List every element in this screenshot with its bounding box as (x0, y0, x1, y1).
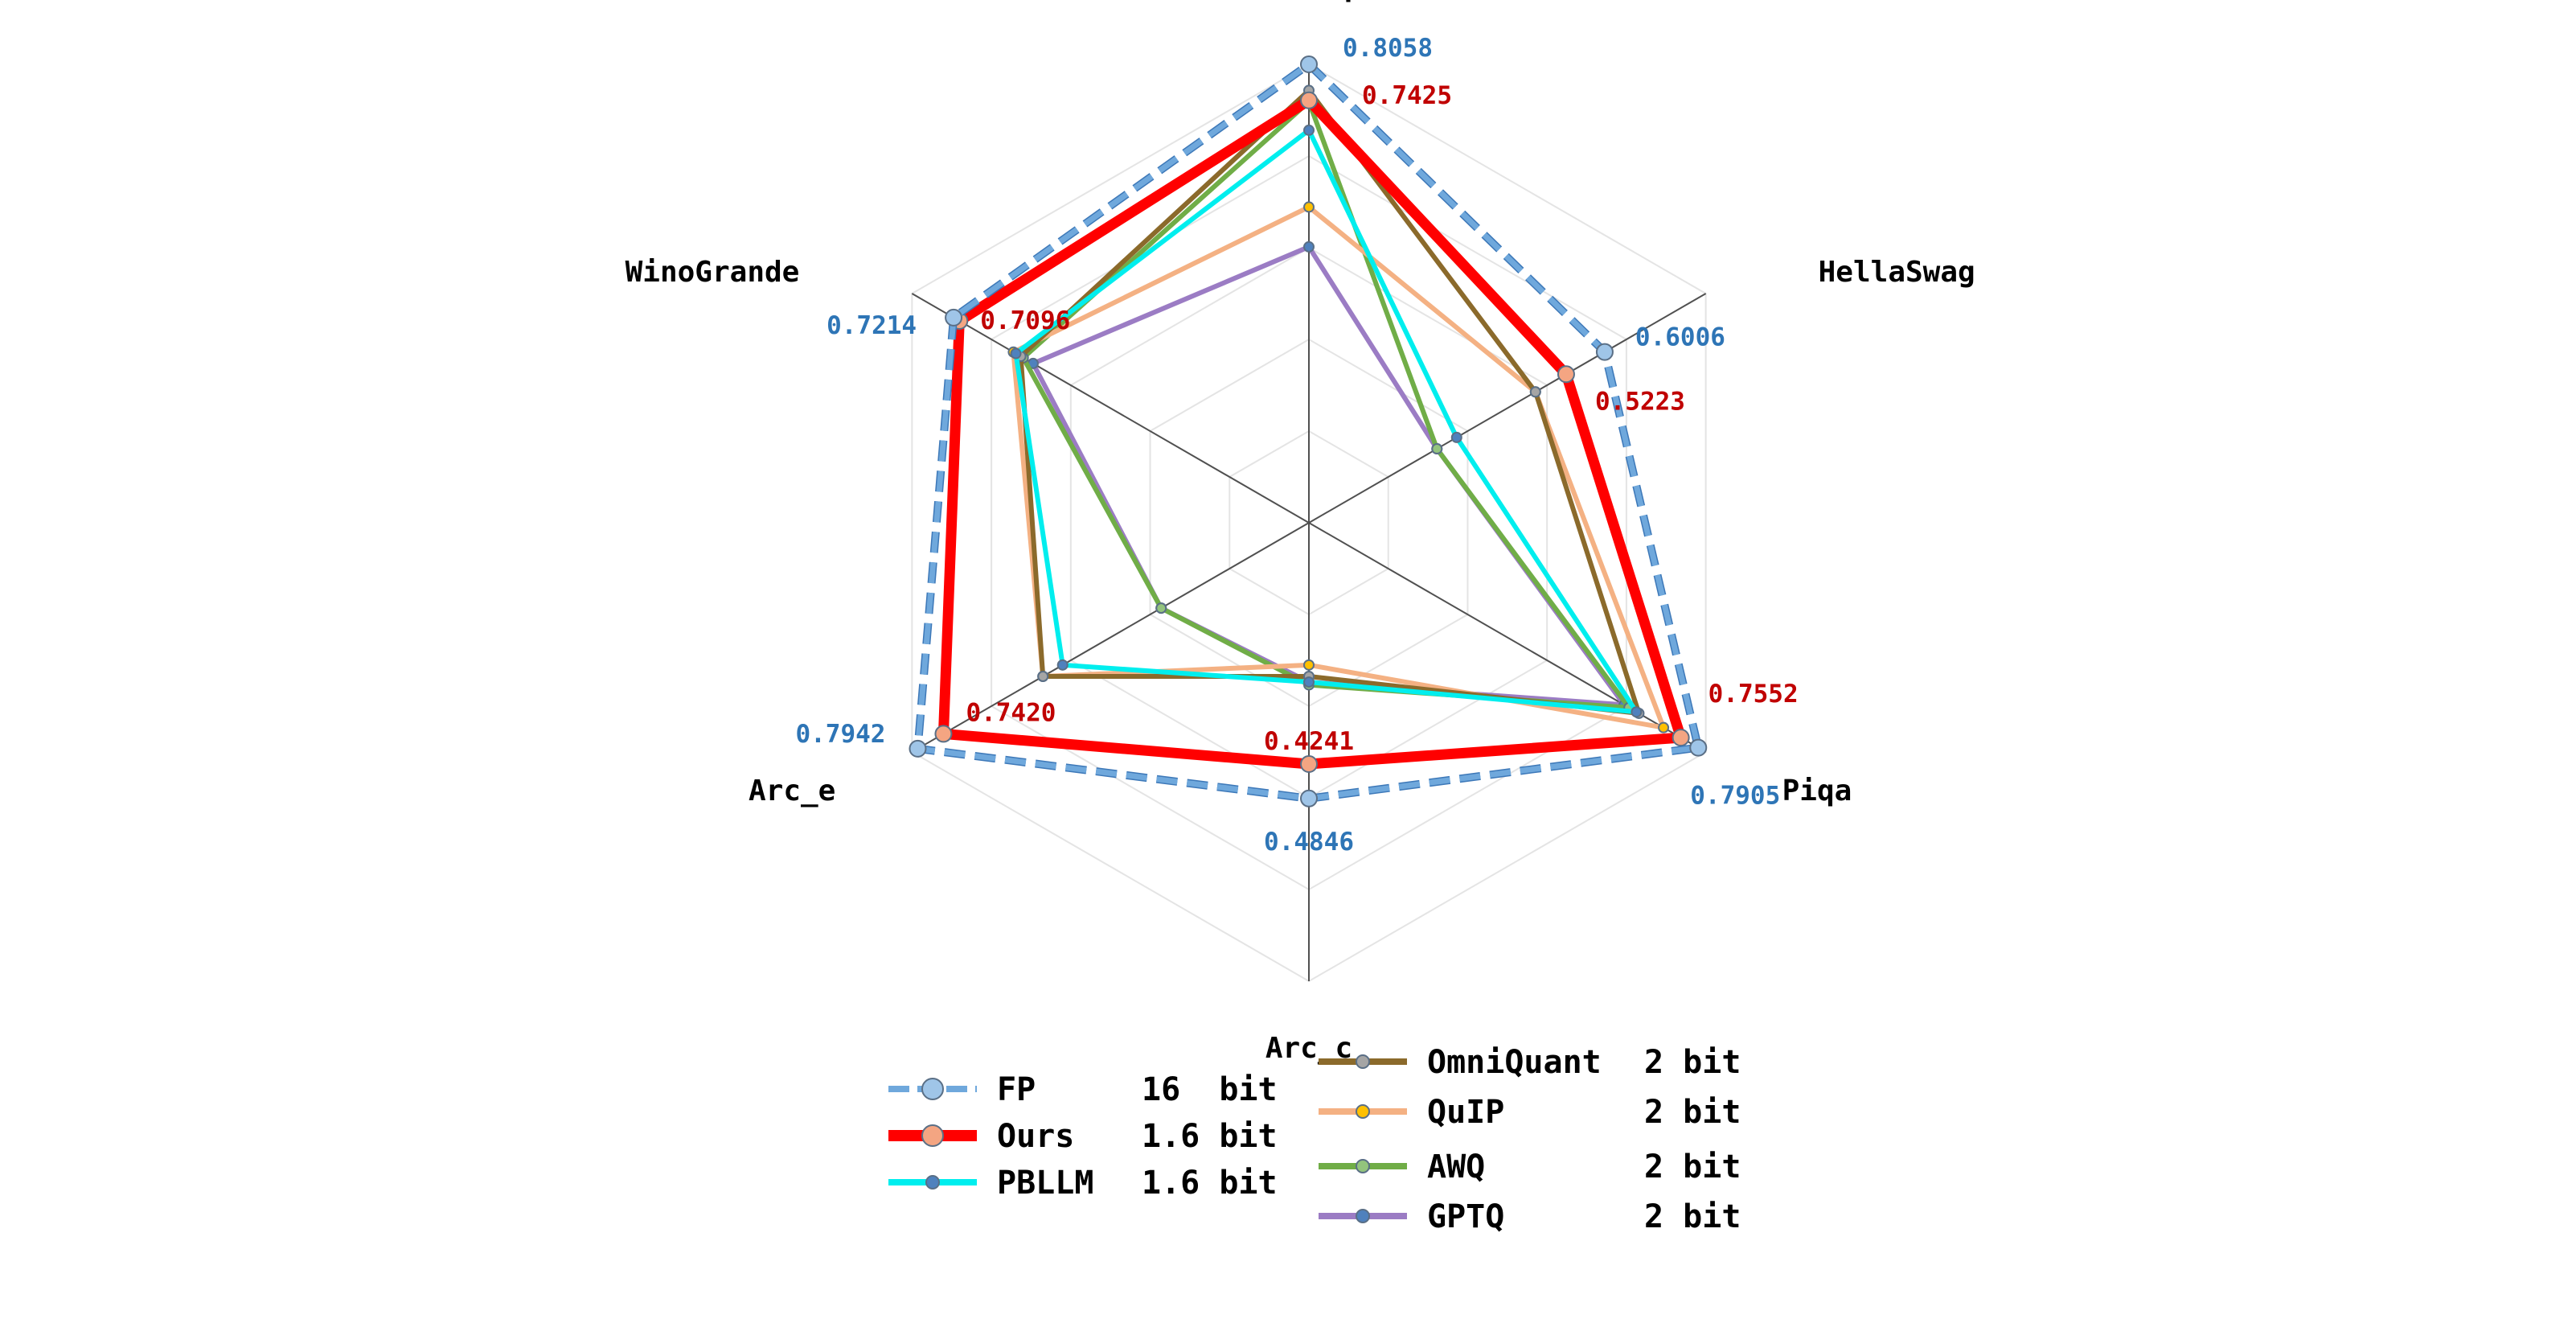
point-ours-hellaswag (1557, 365, 1575, 384)
point-pbllm-arc-c (1303, 676, 1315, 688)
axis-label-piqa: Piqa (1782, 775, 1852, 807)
legend-name-awq: AWQ (1427, 1148, 1485, 1185)
point-quip-boolq (1303, 201, 1315, 213)
point-fp-arc-c (1300, 789, 1318, 807)
series-line-gptq (1029, 244, 1630, 708)
point-ours-piqa (1672, 729, 1690, 747)
point-ours-boolq (1300, 91, 1318, 109)
value-label-ours-piqa: 0.7552 (1708, 680, 1799, 709)
point-pbllm-hellaswag (1450, 431, 1462, 443)
axis-label-hellaswag: HellaSwag (1819, 256, 1975, 289)
point-ours-arc-e (934, 725, 953, 743)
point-pbllm-boolq (1303, 124, 1315, 136)
legend-name-pbllm: PBLLM (997, 1165, 1093, 1202)
point-pbllm-winogrande (1010, 347, 1022, 360)
legend-name-quip: QuIP (1427, 1094, 1504, 1131)
legend-bits-quip: 2 bit (1644, 1094, 1741, 1131)
legend-item-awq: AWQ 2 bit (1319, 1148, 1741, 1185)
legend-marker-awq (1356, 1159, 1370, 1173)
axis-line-arc-e (911, 522, 1310, 753)
legend-marker-ours (921, 1124, 944, 1147)
legend-marker-gptq (1356, 1209, 1370, 1223)
series-fp (909, 55, 1708, 807)
value-label-ours-boolq: 0.7425 (1362, 81, 1452, 110)
point-fp-boolq (1300, 55, 1318, 73)
point-quip-arc-c (1303, 659, 1315, 671)
series-line-quip (1011, 203, 1667, 731)
point-fp-winogrande (945, 308, 963, 327)
point-ours-arc-c (1300, 754, 1318, 773)
legend-item-quip: QuIP 2 bit (1319, 1094, 1741, 1131)
series-pbllm (1010, 124, 1643, 718)
axis-label-boolq: Boolq (1265, 0, 1352, 3)
point-pbllm-piqa (1631, 706, 1643, 718)
legend: FP 16 bit Ours 1.6 bit PBLLM 1.6 bit OmniQuant… (888, 1044, 1741, 1235)
legend-marker-pbllm (925, 1175, 940, 1190)
legend-item-pbllm: PBLLM 1.6 bit (888, 1165, 1278, 1202)
point-awq-hellaswag (1431, 443, 1443, 455)
legend-name-ours: Ours (997, 1118, 1074, 1155)
legend-marker-quip (1356, 1104, 1370, 1119)
point-awq-arc-e (1155, 602, 1167, 614)
value-label-ours-hellaswag: 0.5223 (1595, 387, 1685, 416)
legend-bits-awq: 2 bit (1644, 1148, 1741, 1185)
legend-marker-fp (921, 1078, 944, 1100)
axis-line-winogrande (911, 293, 1310, 524)
legend-name-omniquant: OmniQuant (1427, 1044, 1602, 1081)
point-quip-piqa (1658, 721, 1670, 733)
value-label-fp-arc-c: 0.4846 (1264, 828, 1354, 857)
legend-item-gptq: GPTQ 2 bit (1319, 1198, 1741, 1235)
value-label-fp-arc-e: 0.7942 (795, 720, 885, 749)
legend-bits-pbllm: 1.6 bit (1142, 1165, 1278, 1202)
legend-marker-omniquant (1356, 1054, 1370, 1069)
legend-name-fp: FP (997, 1071, 1036, 1108)
series-omniquant (1015, 84, 1645, 719)
point-gptq-boolq (1303, 240, 1315, 253)
legend-bits-gptq: 2 bit (1644, 1198, 1741, 1235)
value-label-fp-winogrande: 0.7214 (827, 311, 917, 340)
radar-series (909, 55, 1708, 807)
value-labels: 0.8058 0.6006 0.7905 0.4846 0.7942 0.7214 0.74… (795, 34, 1798, 857)
legend-name-gptq: GPTQ (1427, 1198, 1504, 1235)
value-label-ours-arc-c: 0.4241 (1264, 727, 1354, 756)
legend-bits-fp: 16 bit (1142, 1071, 1278, 1108)
axis-label-arc-e: Arc_e (749, 775, 835, 807)
point-omniquant-hellaswag (1529, 386, 1541, 398)
axis-line-hellaswag (1308, 293, 1707, 524)
legend-bits-omniquant: 2 bit (1644, 1044, 1741, 1081)
point-omniquant-arc-e (1037, 670, 1049, 682)
legend-bits-ours: 1.6 bit (1142, 1118, 1278, 1155)
value-label-fp-boolq: 0.8058 (1343, 34, 1433, 63)
value-label-fp-piqa: 0.7905 (1690, 782, 1780, 811)
point-pbllm-arc-e (1056, 659, 1069, 671)
series-line-omniquant (1018, 86, 1643, 717)
radar-axes (911, 64, 1707, 981)
legend-item-ours: Ours 1.6 bit (888, 1118, 1278, 1155)
axis-label-winogrande: WinoGrande (626, 256, 800, 289)
point-fp-hellaswag (1595, 343, 1614, 361)
value-label-ours-winogrande: 0.7096 (980, 306, 1070, 335)
legend-item-omniquant: OmniQuant 2 bit (1319, 1044, 1741, 1081)
point-fp-piqa (1689, 738, 1708, 757)
value-label-ours-arc-e: 0.7420 (966, 698, 1056, 727)
point-fp-arc-e (909, 739, 927, 758)
series-gptq (1027, 240, 1631, 711)
value-label-fp-hellaswag: 0.6006 (1635, 323, 1725, 352)
legend-item-fp: FP 16 bit (888, 1071, 1278, 1108)
